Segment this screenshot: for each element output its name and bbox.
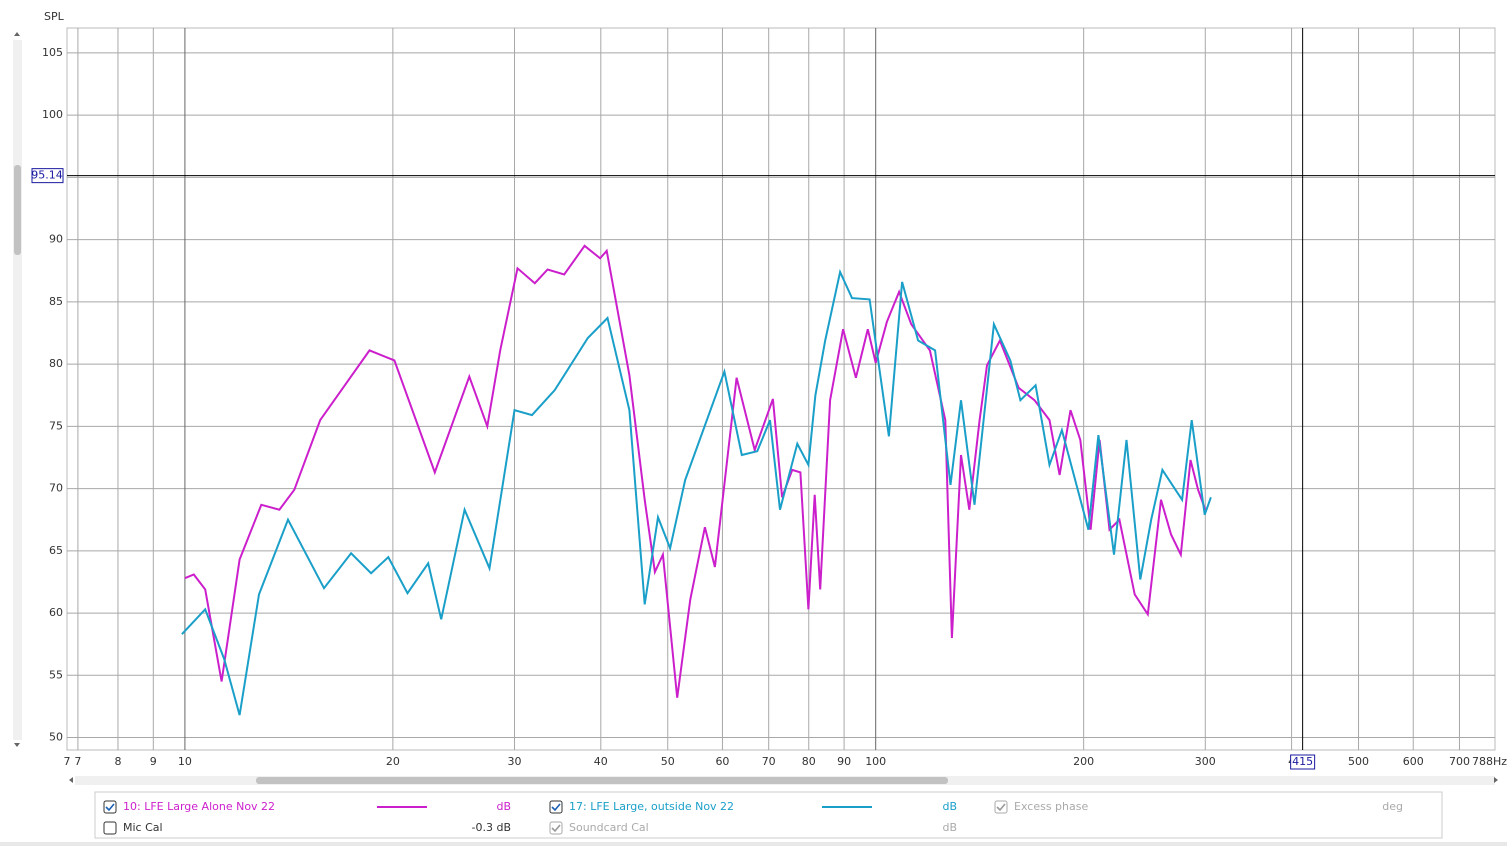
- legend-unit: dB: [496, 800, 511, 813]
- legend-unit: dB: [942, 821, 957, 834]
- plot-area: [66, 27, 1496, 751]
- y-tick-label: 55: [49, 668, 63, 681]
- x-tick-label: 200: [1073, 755, 1094, 768]
- status-strip: [0, 842, 1507, 846]
- cursor-y-label: 95.14: [31, 169, 63, 182]
- x-tick-label: 7: [74, 755, 81, 768]
- cursor-y-box: [31, 168, 64, 184]
- y-tick-label: 100: [42, 108, 63, 121]
- legend-panel: [94, 791, 1443, 839]
- x-edge-label: 7: [64, 755, 71, 768]
- legend-label: 17: LFE Large, outside Nov 22: [569, 800, 734, 813]
- scroll-down[interactable]: [14, 743, 20, 747]
- y-tick-label: 70: [49, 482, 63, 495]
- x-tick-label: 90: [837, 755, 851, 768]
- legend-label: Excess phase: [1014, 800, 1088, 813]
- checkmark: [105, 803, 115, 812]
- x-tick-label: 10: [178, 755, 192, 768]
- scroll-right[interactable]: [1494, 777, 1498, 783]
- series-line: [181, 268, 1212, 716]
- checkbox[interactable]: [549, 800, 563, 814]
- x-tick-label: 600: [1403, 755, 1424, 768]
- legend-label: Mic Cal: [123, 821, 163, 834]
- y-tick-label: 75: [49, 419, 63, 432]
- y-tick-label: 60: [49, 606, 63, 619]
- legend-label: 10: LFE Large Alone Nov 22: [123, 800, 275, 813]
- x-tick-label: 20: [386, 755, 400, 768]
- checkmark: [996, 803, 1006, 812]
- x-tick-label: 700: [1449, 755, 1470, 768]
- checkmark: [551, 803, 561, 812]
- checkbox[interactable]: [103, 821, 117, 835]
- scroll-up[interactable]: [14, 32, 20, 36]
- x-edge-label: 788Hz: [1472, 755, 1507, 768]
- x-tick-label: 30: [508, 755, 522, 768]
- scroll-left[interactable]: [69, 777, 73, 783]
- checkmark: [551, 824, 561, 833]
- legend-unit: -0.3 dB: [472, 821, 512, 834]
- x-tick-label: 80: [802, 755, 816, 768]
- x-tick-label: 70: [762, 755, 776, 768]
- x-tick-label: 300: [1195, 755, 1216, 768]
- checkbox[interactable]: [549, 821, 563, 835]
- legend-unit: deg: [1382, 800, 1403, 813]
- cursor-x-box: [1290, 754, 1316, 770]
- x-tick-label: 8: [114, 755, 121, 768]
- checkbox[interactable]: [103, 800, 117, 814]
- legend-label: Soundcard Cal: [569, 821, 649, 834]
- y-tick-label: 90: [49, 233, 63, 246]
- cursor-x-label: 415: [1292, 755, 1313, 768]
- y-tick-label: 85: [49, 295, 63, 308]
- y-axis-label: SPL: [44, 10, 65, 23]
- x-tick-label: 60: [715, 755, 729, 768]
- y-tick-label: 50: [49, 731, 63, 744]
- v-scroll-thumb[interactable]: [14, 165, 21, 255]
- legend-unit: dB: [942, 800, 957, 813]
- x-tick-label: 500: [1348, 755, 1369, 768]
- v-scrollbar[interactable]: [13, 40, 22, 740]
- x-tick-label: 100: [865, 755, 886, 768]
- y-tick-label: 65: [49, 544, 63, 557]
- x-tick-label: 40: [594, 755, 608, 768]
- h-scroll-thumb[interactable]: [256, 777, 948, 784]
- series-line: [184, 244, 1207, 698]
- x-tick-label: 9: [150, 755, 157, 768]
- y-tick-label: 105: [42, 46, 63, 59]
- y-tick-label: 80: [49, 357, 63, 370]
- checkbox[interactable]: [994, 800, 1008, 814]
- x-tick-label: 50: [661, 755, 675, 768]
